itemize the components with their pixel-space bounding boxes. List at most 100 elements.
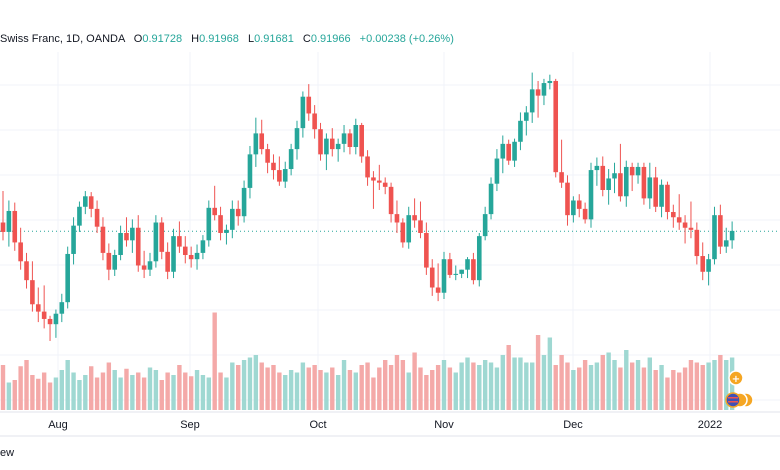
candle-body [35, 304, 41, 312]
candle-body [453, 273, 459, 275]
volume-bar [718, 355, 723, 410]
volume-bar [118, 377, 123, 410]
candle-body [147, 261, 153, 270]
candle-body [112, 255, 118, 270]
candle-body [371, 177, 376, 181]
candle-body [253, 133, 259, 155]
candle-body [118, 232, 123, 255]
volume-bar [512, 357, 517, 410]
candle-body [565, 182, 570, 216]
candle-body [723, 240, 729, 247]
candle-body [53, 313, 59, 325]
volume-bar [530, 362, 535, 410]
x-tick-label: Nov [434, 419, 454, 431]
volume-bar [394, 355, 400, 410]
candle-body [24, 261, 29, 281]
volume-bar [247, 357, 253, 410]
volume-bar [641, 367, 647, 410]
event-marker-ch-icon [728, 370, 744, 386]
close-value: 0.91966 [310, 33, 351, 45]
volume-bar [159, 380, 164, 410]
candle-body [288, 149, 294, 170]
candle-body [18, 242, 23, 262]
volume-bar [424, 375, 429, 410]
candle-body [676, 217, 682, 223]
volume-bar [677, 372, 682, 410]
candle-body [141, 265, 147, 270]
volume-bar [518, 357, 523, 410]
volume-bar [459, 362, 464, 410]
candle-body [359, 125, 364, 157]
volume-bar [171, 375, 176, 410]
candle-body [329, 138, 335, 150]
high-value: 0.91968 [199, 33, 239, 45]
candle-body [400, 222, 406, 243]
candle-body [271, 162, 276, 171]
candle-body [388, 186, 394, 215]
volume-bar [71, 372, 76, 410]
volume-bar [571, 370, 576, 410]
candle-body [312, 113, 317, 130]
candle-body [524, 112, 529, 121]
candle-body [547, 80, 553, 84]
candle-body [553, 80, 559, 173]
candle-body [488, 183, 494, 215]
volume-bar [112, 370, 117, 410]
candle-body [418, 220, 423, 233]
volume-bar [659, 365, 664, 410]
candle-body [647, 177, 653, 199]
candle-body [665, 184, 670, 213]
candle-body [688, 227, 694, 230]
volume-bar [618, 367, 623, 410]
candle-body [694, 229, 700, 257]
volume-bar [624, 350, 629, 410]
candle-body [712, 215, 717, 260]
volume-bar [559, 355, 564, 410]
candle-body [529, 89, 535, 113]
candle-body [429, 267, 435, 288]
volume-bar [312, 365, 317, 410]
candle-body [612, 173, 617, 179]
low-label: L [247, 33, 255, 45]
volume-bar [194, 370, 200, 410]
candle-body [188, 255, 194, 260]
candle-body [30, 280, 35, 305]
volume-bar [700, 365, 705, 410]
volume-bar [241, 360, 247, 410]
candle-body [277, 170, 282, 182]
candle-body [435, 287, 441, 293]
ohlc-legend: Swiss Franc, 1D, OANDA O0.91728 H0.91968… [0, 33, 454, 45]
volume-bar [300, 362, 306, 410]
volume-bar [0, 365, 6, 410]
volume-bar [371, 377, 376, 410]
volume-bar [359, 365, 364, 410]
volume-bar [577, 367, 582, 410]
x-tick-label: Aug [48, 419, 68, 431]
candle-body [235, 208, 241, 217]
candle-body [700, 256, 706, 272]
volume-bar [77, 380, 82, 410]
volume-bar [100, 372, 106, 410]
volume-bar [547, 337, 553, 410]
volume-bar [324, 372, 329, 410]
candle-body [212, 207, 217, 216]
volume-bar [65, 360, 70, 410]
volume-bar [236, 365, 241, 410]
volume-bar [441, 360, 447, 410]
volume-bar [318, 370, 323, 410]
x-tick-label: 2022 [698, 419, 722, 431]
candle-body [465, 259, 470, 270]
candle-body [12, 210, 18, 243]
candle-body [494, 158, 500, 184]
volume-bar [59, 370, 64, 410]
volume-bar [124, 368, 129, 410]
volume-bar [471, 362, 476, 410]
candle-body [171, 236, 176, 272]
candle-body [706, 259, 711, 272]
volume-bar [383, 360, 388, 410]
volume-bar [629, 362, 635, 410]
volume-bar [412, 352, 417, 410]
candle-body [500, 143, 506, 159]
volume-bar [435, 365, 441, 410]
